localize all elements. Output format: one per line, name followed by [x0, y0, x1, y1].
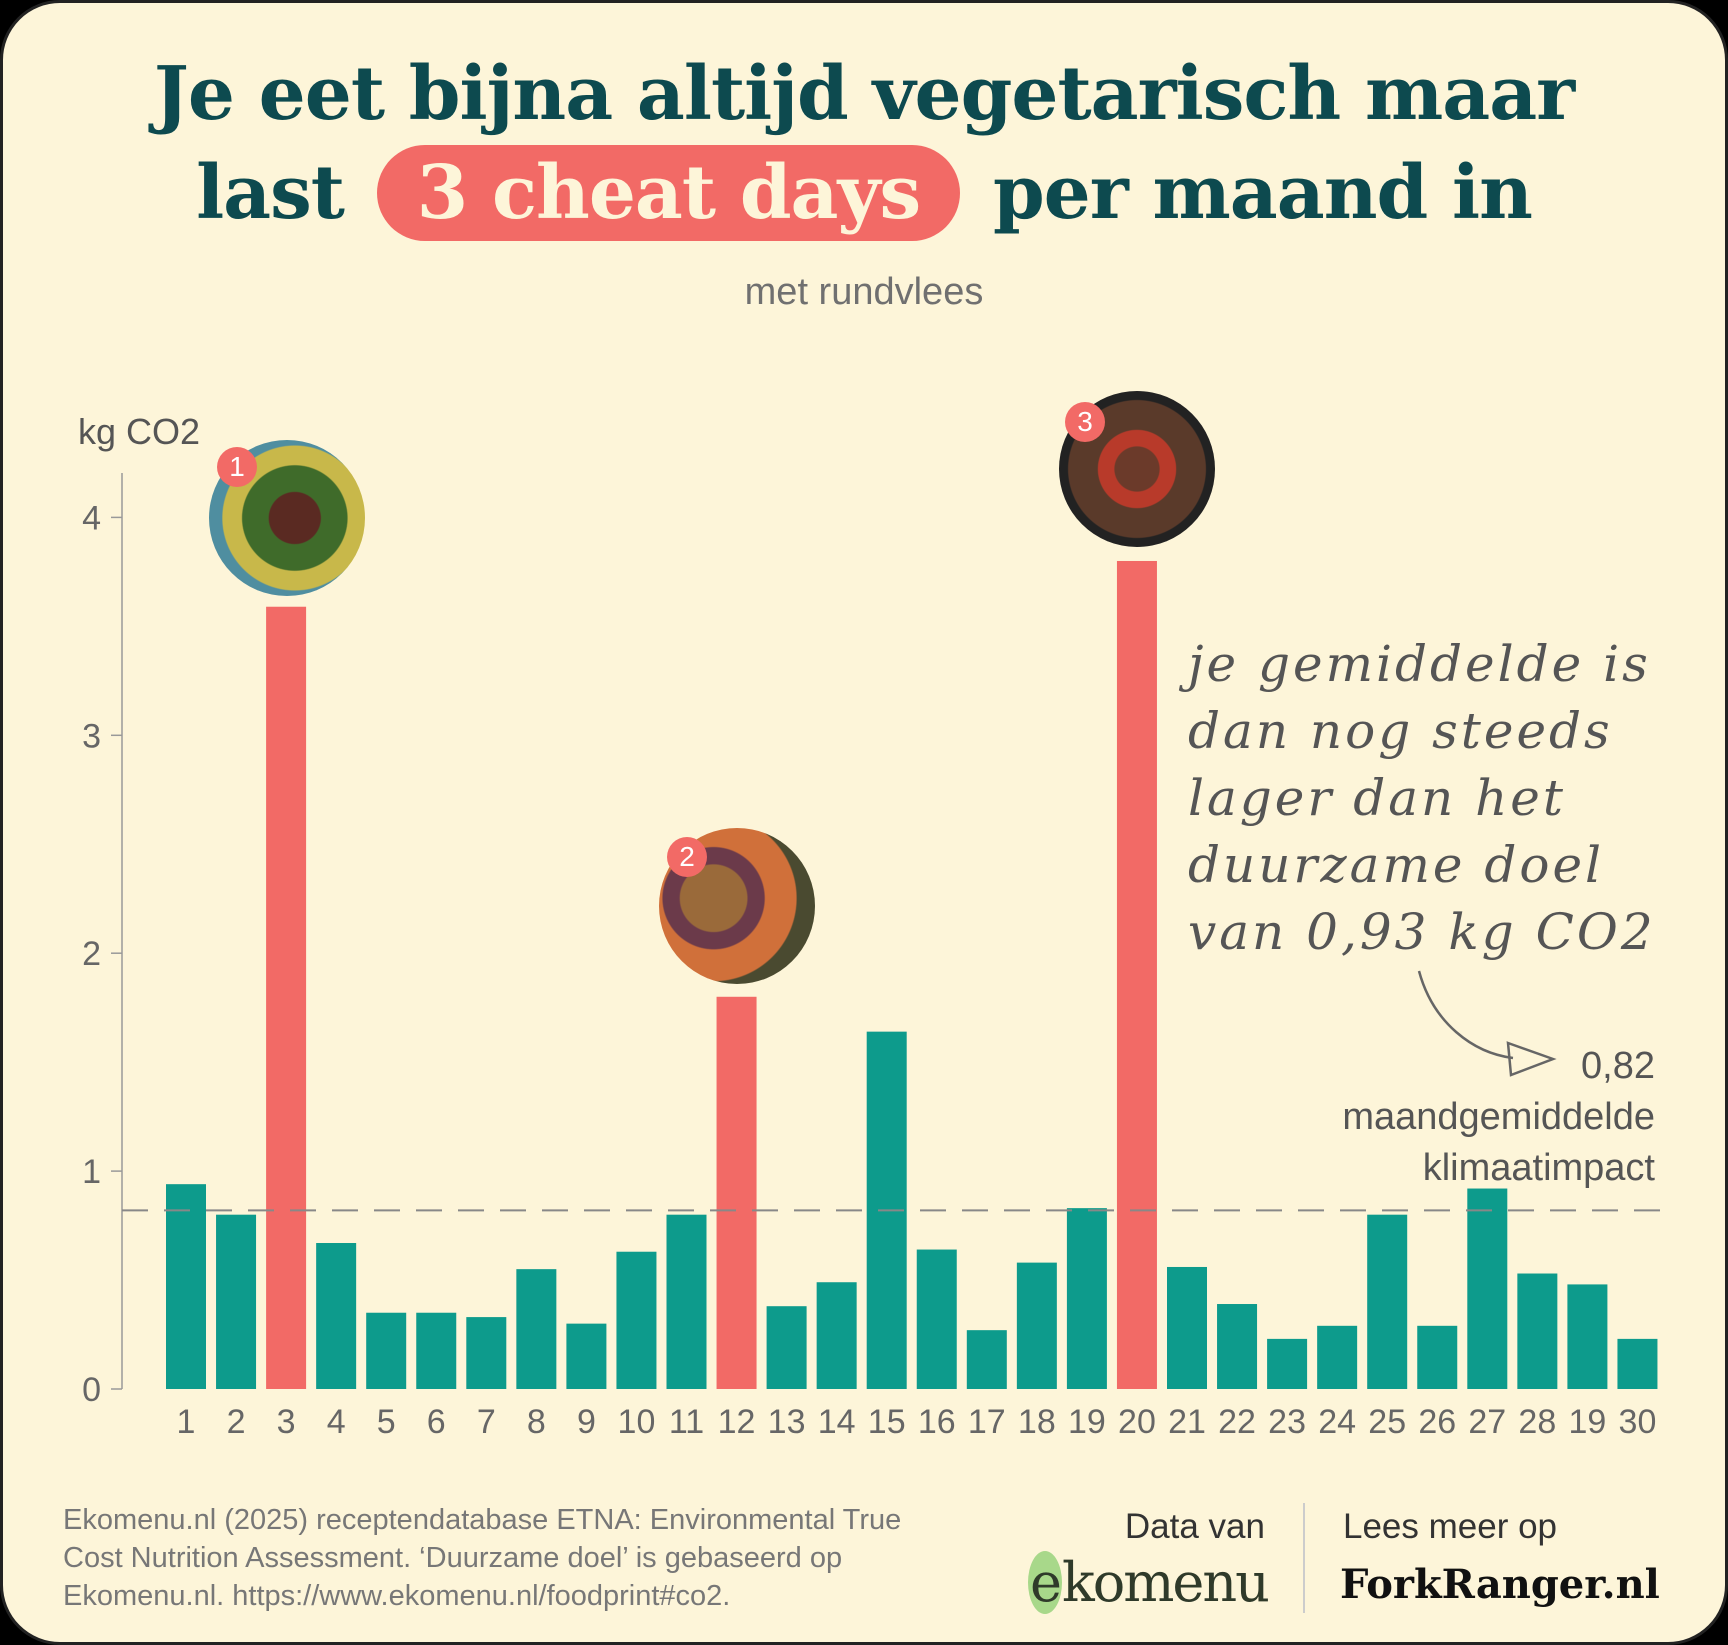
- annotation-line: lager dan het: [1188, 769, 1566, 827]
- x-tick-label: 19: [1568, 1403, 1606, 1441]
- subtitle: met rundvlees: [744, 271, 984, 313]
- bar: [316, 1243, 357, 1389]
- x-tick-label: 15: [868, 1403, 906, 1441]
- x-tick-label: 7: [477, 1403, 496, 1441]
- y-tick-label: 2: [82, 935, 101, 973]
- x-tick-label: 4: [327, 1403, 346, 1441]
- annotation-arrow-icon: [1417, 970, 1557, 1077]
- x-tick-label: 25: [1368, 1403, 1406, 1441]
- x-tick-label: 11: [669, 1403, 704, 1441]
- footer-divider: [1303, 1503, 1305, 1613]
- forkranger-logo[interactable]: ForkRanger.nl: [1340, 1561, 1660, 1608]
- bar: [1417, 1325, 1458, 1389]
- bar: [1167, 1266, 1207, 1389]
- x-tick-label: 16: [918, 1403, 956, 1441]
- bar: [1467, 1188, 1508, 1389]
- title-rest: per maand in: [992, 150, 1533, 236]
- bar: [916, 1249, 957, 1389]
- ekomenu-logo-text: komenu: [1061, 1551, 1270, 1614]
- x-tick-label: 13: [768, 1403, 806, 1441]
- title-last: last: [196, 150, 345, 236]
- x-tick-label: 23: [1268, 1403, 1306, 1441]
- title-highlight: 3 cheat days: [376, 145, 961, 241]
- x-tick-label: 5: [377, 1403, 396, 1441]
- bar: [216, 1214, 257, 1389]
- x-tick-label: 1: [177, 1403, 196, 1441]
- handwritten-annotation: je gemiddelde is dan nog steeds lager da…: [1188, 631, 1656, 966]
- y-axis-label: kg CO2: [78, 411, 201, 452]
- bar: [1367, 1214, 1408, 1389]
- x-tick-label: 24: [1318, 1403, 1356, 1441]
- x-tick-label: 18: [1018, 1403, 1056, 1441]
- title-line-1: Je eet bijna altijd vegetarisch maar: [153, 51, 1575, 137]
- average-label: 0,82 maandgemiddelde klimaatimpact: [1342, 1041, 1655, 1194]
- annotation-line: duurzame doel: [1188, 836, 1605, 894]
- x-tick-label: 12: [718, 1403, 756, 1441]
- bar: [766, 1306, 807, 1389]
- annotation-line: van 0,93 kg CO2: [1188, 903, 1656, 961]
- y-tick-label: 3: [82, 717, 101, 755]
- average-text-1: maandgemiddelde: [1342, 1096, 1655, 1138]
- title-line-2: last 3 cheat days per maand in: [3, 145, 1725, 241]
- bar: [1066, 1208, 1107, 1389]
- lees-meer-label: Lees meer op: [1343, 1507, 1558, 1546]
- x-tick-label: 20: [1118, 1403, 1156, 1441]
- data-van-label: Data van: [1124, 1507, 1265, 1546]
- bar: [616, 1251, 657, 1389]
- x-tick-label: 30: [1619, 1403, 1657, 1441]
- source-line: Cost Nutrition Assessment. ‘Duurzame doe…: [63, 1542, 843, 1574]
- bar: [1267, 1338, 1308, 1389]
- x-tick-label: 6: [427, 1403, 446, 1441]
- y-tick-label: 0: [82, 1371, 101, 1409]
- source-line: Ekomenu.nl (2025) receptendatabase ETNA:…: [63, 1504, 902, 1536]
- annotation-line: je gemiddelde is: [1188, 635, 1651, 693]
- x-tick-label: 19: [1068, 1403, 1106, 1441]
- source-line: Ekomenu.nl. https://www.ekomenu.nl/foodp…: [63, 1580, 731, 1612]
- x-tick-label: 9: [577, 1403, 596, 1441]
- bar: [466, 1317, 507, 1389]
- bar: [1317, 1325, 1358, 1389]
- x-tick-label: 28: [1518, 1403, 1556, 1441]
- x-tick-label: 3: [277, 1403, 296, 1441]
- source-note: Ekomenu.nl (2025) receptendatabase ETNA:…: [63, 1501, 901, 1615]
- ekomenu-logo[interactable]: ekomenu: [1028, 1551, 1270, 1614]
- bar: [366, 1312, 407, 1389]
- x-tick-label: 2: [227, 1403, 246, 1441]
- bar: [816, 1282, 857, 1389]
- x-tick-label: 22: [1218, 1403, 1256, 1441]
- bar: [666, 1214, 707, 1389]
- x-tick-label: 21: [1168, 1403, 1206, 1441]
- x-tick-label: 14: [818, 1403, 856, 1441]
- bar: [516, 1269, 557, 1389]
- bar: [416, 1312, 457, 1389]
- bar: [566, 1323, 607, 1389]
- cheat-day-bar: [716, 996, 757, 1389]
- y-tick-label: 1: [82, 1153, 101, 1191]
- cheat-badge-2: 2: [667, 837, 707, 877]
- bar: [166, 1184, 206, 1389]
- x-tick-label: 8: [527, 1403, 546, 1441]
- average-value: 0,82: [1581, 1045, 1655, 1087]
- cheat-badge-3: 3: [1065, 402, 1105, 442]
- bar: [1016, 1262, 1057, 1389]
- x-tick-label: 17: [968, 1403, 1006, 1441]
- ekomenu-logo-e: e: [1028, 1551, 1062, 1614]
- bar: [966, 1330, 1007, 1389]
- cheat-day-bar: [266, 606, 307, 1389]
- cheat-badge-1: 1: [217, 447, 257, 487]
- x-tick-label: 26: [1418, 1403, 1456, 1441]
- bar: [1617, 1338, 1658, 1389]
- x-tick-label: 27: [1468, 1403, 1506, 1441]
- bar: [1567, 1284, 1608, 1389]
- average-text-2: klimaatimpact: [1422, 1147, 1655, 1189]
- y-tick-label: 4: [82, 499, 101, 537]
- cheat-day-bar: [1116, 560, 1157, 1389]
- bar: [1517, 1273, 1558, 1389]
- bar: [1217, 1304, 1258, 1389]
- annotation-line: dan nog steeds: [1188, 702, 1613, 760]
- x-tick-label: 10: [618, 1403, 656, 1441]
